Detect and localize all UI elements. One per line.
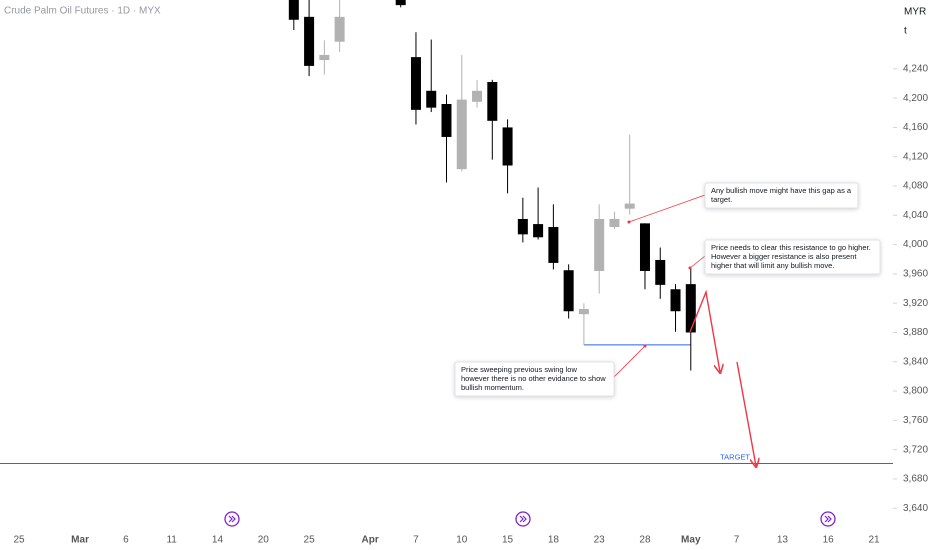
candle-body <box>426 90 437 108</box>
candle-body <box>334 16 345 42</box>
candle-body <box>594 218 605 271</box>
y-tick-label: 4,000 <box>903 239 928 250</box>
projection-arrow <box>689 289 720 372</box>
y-tick-label: 3,760 <box>903 415 928 426</box>
x-tick-label: Mar <box>71 535 89 546</box>
x-tick-label: 14 <box>212 535 224 546</box>
x-tick-label: Apr <box>362 535 379 546</box>
x-tick-label: 11 <box>166 535 177 546</box>
candle-body <box>288 0 299 20</box>
candle-body <box>655 259 666 285</box>
anchor <box>643 344 647 348</box>
y-tick-label: 3,800 <box>903 386 928 397</box>
drawings <box>613 194 756 466</box>
connector <box>628 194 706 223</box>
candle-body <box>517 218 528 235</box>
annotation-box <box>704 182 859 209</box>
candle-body <box>563 270 574 312</box>
x-tick-label: May <box>681 535 701 546</box>
x-tick-label: 18 <box>548 535 560 546</box>
x-tick-label: 25 <box>304 535 316 546</box>
annotation-box <box>704 239 881 275</box>
annotation-text: bullish momentum. <box>461 383 524 392</box>
anchor <box>688 266 692 270</box>
annotation-text: target. <box>711 195 732 204</box>
candle-body <box>670 289 681 312</box>
x-tick-label: 28 <box>639 535 651 546</box>
y-tick-label: 4,200 <box>903 93 928 104</box>
candle-body <box>533 224 544 238</box>
x-tick-label: 13 <box>777 535 789 546</box>
unit-label[interactable]: t <box>904 26 907 37</box>
annotation-text: higher that will limit any bullish move. <box>711 261 834 270</box>
projection-arrow <box>736 361 756 466</box>
y-tick-label: 3,920 <box>903 298 928 309</box>
x-tick-label: 15 <box>502 535 514 546</box>
candle-body <box>502 127 513 166</box>
candle-body <box>624 203 635 209</box>
candle-body <box>319 54 330 61</box>
annotation-text: Any bullish move might have this gap as … <box>711 186 852 195</box>
y-tick-label: 3,720 <box>903 444 928 455</box>
y-tick-label: 4,160 <box>903 122 928 133</box>
connector <box>689 255 706 269</box>
x-tick-label: 23 <box>594 535 606 546</box>
candle-body <box>685 284 696 333</box>
candle-body <box>304 16 315 66</box>
currency-label[interactable]: MYR <box>904 7 926 18</box>
level-label: TARGET <box>720 453 750 462</box>
x-tick-label: 6 <box>123 535 129 546</box>
candle-body <box>639 223 650 271</box>
x-tick-label: 20 <box>258 535 270 546</box>
event-icon[interactable] <box>820 511 836 527</box>
candle-body <box>548 227 559 263</box>
annotation-text: however there is no other evidance to sh… <box>461 374 606 383</box>
connector <box>613 345 646 378</box>
candle-body <box>395 0 406 6</box>
y-tick-label: 3,640 <box>903 503 928 514</box>
y-tick-label: 4,080 <box>903 181 928 192</box>
y-tick-label: 3,840 <box>903 356 928 367</box>
y-tick-label: 3,960 <box>903 269 928 280</box>
candle-body <box>472 90 483 102</box>
anchor <box>627 220 631 224</box>
candle-body <box>578 309 589 315</box>
x-tick-label: 16 <box>823 535 835 546</box>
y-tick-label: 4,040 <box>903 210 928 221</box>
chart-title: Crude Palm Oil Futures · 1D · MYX <box>4 6 161 17</box>
plot-area: TARGET <box>0 0 893 465</box>
x-tick-label: 25 <box>13 535 25 546</box>
annotation-box <box>454 361 615 397</box>
y-tick-label: 3,880 <box>903 327 928 338</box>
annotation-text: Price sweeping previous swing low <box>461 365 577 374</box>
candle-body <box>456 99 467 170</box>
y-tick-label: 4,240 <box>903 63 928 74</box>
y-tick-label: 3,680 <box>903 474 928 485</box>
event-icon[interactable] <box>224 511 240 527</box>
x-tick-label: 10 <box>456 535 468 546</box>
candle-body <box>441 103 452 137</box>
event-icons[interactable] <box>224 511 836 527</box>
y-tick-label: 4,120 <box>903 151 928 162</box>
x-tick-label: 7 <box>413 535 419 546</box>
candle-body <box>487 82 498 121</box>
annotation-text: Price needs to clear this resistance to … <box>711 243 871 252</box>
x-tick-label: 21 <box>868 535 880 546</box>
candle-body <box>410 57 421 110</box>
event-icon[interactable] <box>515 511 531 527</box>
candle-body <box>609 218 620 228</box>
annotation-text: However a bigger resistance is also pres… <box>711 252 857 261</box>
x-tick-label: 7 <box>734 535 740 546</box>
